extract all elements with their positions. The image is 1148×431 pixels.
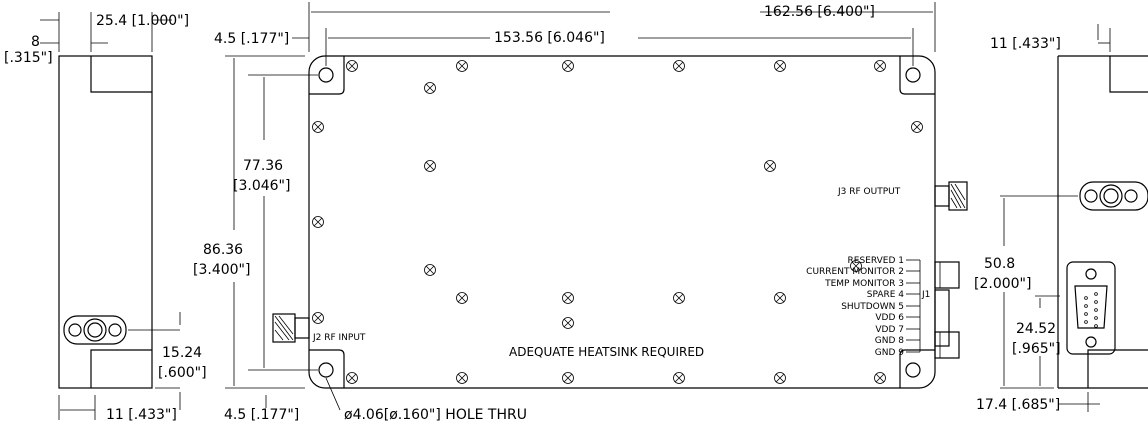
hole-callout: ø4.06[ø.160"] HOLE THRU xyxy=(344,407,527,423)
pin-label: SHUTDOWN 5 xyxy=(841,302,904,312)
dim-left-conn-height-in: [.600"] xyxy=(158,365,207,381)
mounting-hole xyxy=(905,362,921,378)
screw-icon xyxy=(424,160,436,172)
right-rf-connector xyxy=(1079,181,1148,211)
pin-list: RESERVED 1 CURRENT MONITOR 2 TEMP MONITO… xyxy=(806,256,904,358)
dim-right-top: 11 [.433"] xyxy=(990,36,1061,52)
dsub-connector xyxy=(1066,261,1116,355)
screw-icon xyxy=(424,82,436,94)
pin-label: SPARE 4 xyxy=(867,290,905,300)
label-rf-output: J3 RF OUTPUT xyxy=(837,187,901,197)
screw-icon xyxy=(312,216,324,228)
dim-hole-vertical-mm: 77.36 xyxy=(243,158,283,174)
screw-icon xyxy=(424,264,436,276)
screw-group xyxy=(312,60,923,384)
screw-icon xyxy=(562,372,574,384)
screw-icon xyxy=(874,60,886,72)
pin-label: GND 8 xyxy=(875,336,904,346)
j1-connector-side xyxy=(934,261,960,359)
rf-input-connector xyxy=(272,313,310,343)
dim-hole-vertical-in: [3.046"] xyxy=(233,178,290,194)
screw-icon xyxy=(774,372,786,384)
screw-icon xyxy=(346,372,358,384)
dim-edge-offset-top: 4.5 [.177"] xyxy=(214,31,289,47)
dim-edge-offset-bottom: 4.5 [.177"] xyxy=(224,407,299,423)
dim-overall-height-mm: 86.36 xyxy=(203,242,243,258)
screw-icon xyxy=(874,372,886,384)
top-view xyxy=(225,2,968,411)
label-j1: J1 xyxy=(921,290,930,300)
dim-right-dsub-mm: 24.52 xyxy=(1016,321,1056,337)
left-side-view xyxy=(40,12,181,420)
mounting-hole xyxy=(318,362,334,378)
screw-icon xyxy=(911,121,923,133)
pin-label: CURRENT MONITOR 2 xyxy=(806,267,904,277)
dim-left-offset-in: [.315"] xyxy=(4,50,53,66)
screw-icon xyxy=(850,260,862,272)
dim-overall-length: 162.56 [6.400"] xyxy=(764,4,875,20)
rf-output-connector xyxy=(934,181,968,211)
dim-right-bottom: 17.4 [.685"] xyxy=(976,397,1060,413)
dim-left-conn-height-mm: 15.24 xyxy=(162,345,202,361)
dim-right-height-in: [2.000"] xyxy=(974,276,1031,292)
screw-icon xyxy=(456,60,468,72)
screw-icon xyxy=(774,60,786,72)
screw-icon xyxy=(764,160,776,172)
mounting-hole xyxy=(905,67,921,83)
screw-icon xyxy=(312,121,324,133)
screw-icon xyxy=(562,60,574,72)
screw-icon xyxy=(774,292,786,304)
pin-label: GND 9 xyxy=(875,348,904,358)
screw-icon xyxy=(562,292,574,304)
dim-overall-height-in: [3.400"] xyxy=(193,262,250,278)
dim-left-offset-mm: 8 xyxy=(31,34,40,50)
pin-label: VDD 7 xyxy=(875,325,904,335)
mounting-hole xyxy=(318,67,334,83)
housing-outline xyxy=(308,55,936,389)
screw-icon xyxy=(673,292,685,304)
dim-left-bottom: 11 [.433"] xyxy=(106,407,177,423)
screw-icon xyxy=(456,292,468,304)
screw-icon xyxy=(673,60,685,72)
pin-leaders xyxy=(906,259,921,353)
screw-icon xyxy=(456,372,468,384)
dim-right-height-mm: 50.8 xyxy=(984,256,1015,272)
left-rf-connector xyxy=(63,315,127,345)
pin-label: TEMP MONITOR 3 xyxy=(824,279,904,289)
dim-hole-spacing: 153.56 [6.046"] xyxy=(494,30,605,46)
pin-label: RESERVED 1 xyxy=(848,256,904,266)
pin-label: VDD 6 xyxy=(875,313,904,323)
label-rf-input: J2 RF INPUT xyxy=(312,333,366,343)
dim-right-dsub-in: [.965"] xyxy=(1012,341,1061,357)
dim-left-width: 25.4 [1.000"] xyxy=(96,13,189,29)
screw-icon xyxy=(562,317,574,329)
right-end-view xyxy=(1000,24,1148,412)
screw-icon xyxy=(312,312,324,324)
left-body-outline xyxy=(58,55,153,389)
screw-icon xyxy=(346,60,358,72)
screw-icon xyxy=(673,372,685,384)
label-heatsink: ADEQUATE HEATSINK REQUIRED xyxy=(509,345,704,359)
